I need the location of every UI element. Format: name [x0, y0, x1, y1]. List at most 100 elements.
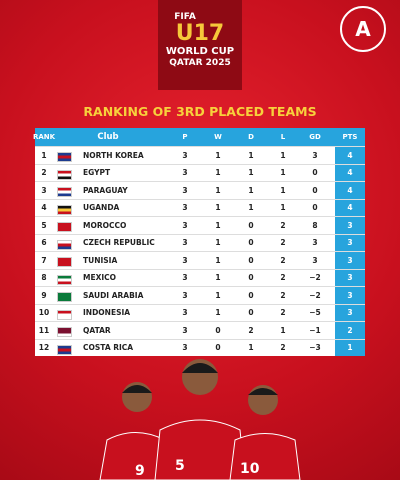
table-cell: 3: [182, 325, 188, 335]
table-row: 10 INDONESIA 3 1 0 2 −5 3: [35, 303, 365, 321]
table-cell: 0: [312, 168, 318, 178]
table-cell: 1: [215, 255, 221, 265]
table-cell: 1: [248, 343, 254, 353]
table-row: 12 COSTA RICA 3 0 1 2 −3 1: [35, 338, 365, 356]
table-cell: −2: [309, 290, 321, 300]
logo-brand: FIFA: [174, 12, 196, 22]
table-cell: 0: [248, 255, 254, 265]
flag: [57, 274, 72, 285]
club-name: PARAGUAY: [83, 185, 128, 195]
table-cell: 3: [312, 255, 318, 265]
header-cell: D: [248, 133, 254, 141]
header-cell: PTS: [342, 133, 358, 141]
club-name: SAUDI ARABIA: [83, 290, 144, 300]
club-name: COSTA RICA: [83, 343, 134, 353]
club-name: NORTH KOREA: [83, 150, 144, 160]
svg-text:9: 9: [135, 463, 145, 479]
header-cell: L: [280, 133, 286, 141]
table-cell: 0: [248, 290, 254, 300]
header-row: RANK Club P W D L GD PTS: [32, 128, 365, 146]
table-cell: 1: [248, 203, 254, 213]
badge: A: [340, 6, 386, 52]
table-cell: 0: [248, 273, 254, 283]
table-cell: 4: [335, 164, 365, 181]
flag: [57, 309, 72, 320]
table-cell: 1: [215, 203, 221, 213]
table-row: 7 TUNISIA 3 1 0 2 3 3: [35, 251, 365, 269]
table-row: 6 CZECH REPUBLIC 3 1 0 2 3 3: [35, 233, 365, 251]
table-cell: 0: [248, 308, 254, 318]
table-cell: 4: [335, 147, 365, 164]
table-row: 9 SAUDI ARABIA 3 1 0 2 −2 3: [35, 286, 365, 304]
table-cell: −3: [309, 343, 321, 353]
table-cell: 2: [280, 343, 286, 353]
header-cell: GD: [309, 133, 321, 141]
table-cell: 7: [41, 255, 47, 265]
flag: [57, 204, 72, 215]
table-cell: 2: [248, 325, 254, 335]
header-cell: Club: [97, 132, 119, 142]
table-cell: 0: [312, 203, 318, 213]
table-cell: 2: [41, 168, 47, 178]
club-name: EGYPT: [83, 168, 111, 178]
table-cell: 4: [335, 182, 365, 199]
table-row: 11 QATAR 3 0 2 1 −1 2: [35, 321, 365, 339]
table-cell: 8: [41, 273, 47, 283]
flag: [57, 292, 72, 302]
table-cell: 1: [41, 150, 47, 160]
table-cell: 0: [215, 343, 221, 353]
table-cell: 3: [335, 234, 365, 251]
svg-text:5: 5: [175, 458, 185, 474]
table-cell: 2: [280, 273, 286, 283]
table-row: 5 MOROCCO 3 1 0 2 8 3: [35, 216, 365, 234]
table-cell: 12: [38, 343, 50, 353]
table-cell: 3: [182, 150, 188, 160]
table-cell: 1: [280, 203, 286, 213]
table-row: 8 MEXICO 3 1 0 2 −2 3: [35, 268, 365, 286]
table-row: 4 UGANDA 3 1 1 1 0 4: [35, 198, 365, 216]
table-cell: 1: [280, 325, 286, 335]
club-name: QATAR: [83, 325, 111, 335]
table-cell: 3: [182, 290, 188, 300]
flag: [57, 222, 72, 232]
table-cell: 2: [280, 290, 286, 300]
table-cell: 9: [41, 290, 47, 300]
table-cell: 0: [248, 220, 254, 230]
table-cell: 0: [215, 325, 221, 335]
table-cell: 1: [215, 273, 221, 283]
table-cell: 3: [182, 220, 188, 230]
flag: [57, 327, 72, 337]
table-cell: 3: [335, 252, 365, 269]
table-cell: 3: [182, 308, 188, 318]
table-cell: 2: [280, 255, 286, 265]
table-row: 2 EGYPT 3 1 1 1 0 4: [35, 163, 365, 181]
title: RANKING OF 3RD PLACED TEAMS: [83, 104, 317, 119]
club-name: CZECH REPUBLIC: [83, 238, 155, 248]
club-name: TUNISIA: [83, 255, 118, 265]
logo-event: U17: [175, 21, 225, 46]
table-cell: 4: [41, 203, 47, 213]
table-cell: 6: [41, 238, 47, 248]
table-cell: −1: [309, 325, 321, 335]
header-cell: RANK: [32, 133, 56, 141]
table-cell: 5: [41, 220, 47, 230]
table-cell: 0: [312, 185, 318, 195]
flag: [57, 344, 72, 355]
table-cell: 8: [312, 220, 318, 230]
club-name: MEXICO: [83, 273, 117, 283]
players: 9 5 10: [99, 359, 301, 480]
table-cell: 1: [248, 185, 254, 195]
svg-text:10: 10: [240, 461, 260, 477]
table: RANK Club P W D L GD PTS 1 NORTH KOREA 3 1 1 1 3 4 2 EGYP…: [32, 128, 365, 356]
table-cell: 3: [182, 168, 188, 178]
table-cell: −5: [309, 308, 321, 318]
table-cell: 3: [182, 273, 188, 283]
table-cell: 3: [335, 217, 365, 234]
table-cell: 1: [280, 185, 286, 195]
table-cell: 2: [280, 220, 286, 230]
table-row: 1 NORTH KOREA 3 1 1 1 3 4: [35, 146, 365, 164]
table-cell: 1: [215, 168, 221, 178]
logo: FIFA U17 WORLD CUP QATAR 2025: [158, 0, 242, 90]
table-cell: 1: [215, 290, 221, 300]
